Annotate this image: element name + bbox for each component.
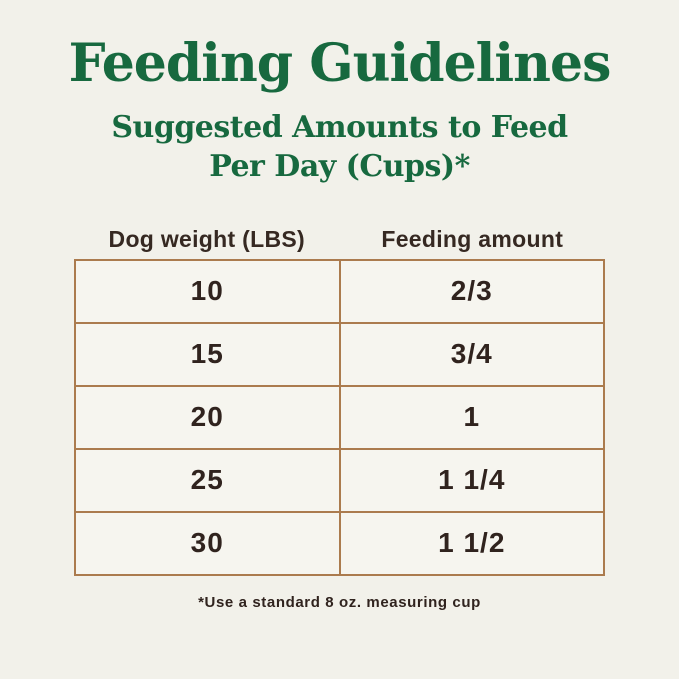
feeding-amount-cell: 1 1/4 xyxy=(338,447,605,513)
page-title: Feeding Guidelines xyxy=(68,33,612,94)
table-row: 10 2/3 xyxy=(74,258,605,324)
footnote: *Use a standard 8 oz. measuring cup xyxy=(198,593,481,611)
table-row: 25 1 1/4 xyxy=(74,447,605,513)
table-row: 15 3/4 xyxy=(74,321,605,387)
dog-weight-cell: 30 xyxy=(74,510,341,576)
column-header-dog-weight: Dog weight (LBS) xyxy=(108,225,305,252)
dog-weight-cell: 10 xyxy=(74,258,341,324)
feeding-amount-cell: 1 xyxy=(338,384,605,450)
feeding-amount-cell: 1 1/2 xyxy=(338,510,605,576)
dog-weight-cell: 20 xyxy=(74,384,341,450)
dog-weight-cell: 15 xyxy=(74,321,341,387)
column-header-feeding-amount: Feeding amount xyxy=(381,225,564,252)
page-subtitle: Suggested Amounts to Feed Per Day (Cups)… xyxy=(0,108,679,186)
subtitle-line-1: Suggested Amounts to Feed xyxy=(111,109,568,145)
table-row: 30 1 1/2 xyxy=(74,510,605,576)
feeding-table-section: Dog weight (LBS) Feeding amount 10 2/3 1… xyxy=(74,226,605,576)
feeding-amount-cell: 3/4 xyxy=(338,321,605,387)
subtitle-line-2: Per Day (Cups)* xyxy=(209,148,470,184)
table-column-headers: Dog weight (LBS) Feeding amount xyxy=(74,226,605,253)
dog-weight-cell: 25 xyxy=(74,447,341,513)
feeding-amount-cell: 2/3 xyxy=(338,258,605,324)
table-row: 20 1 xyxy=(74,384,605,450)
feeding-table: 10 2/3 15 3/4 20 1 25 1 1/4 30 1 1/2 xyxy=(74,258,605,576)
